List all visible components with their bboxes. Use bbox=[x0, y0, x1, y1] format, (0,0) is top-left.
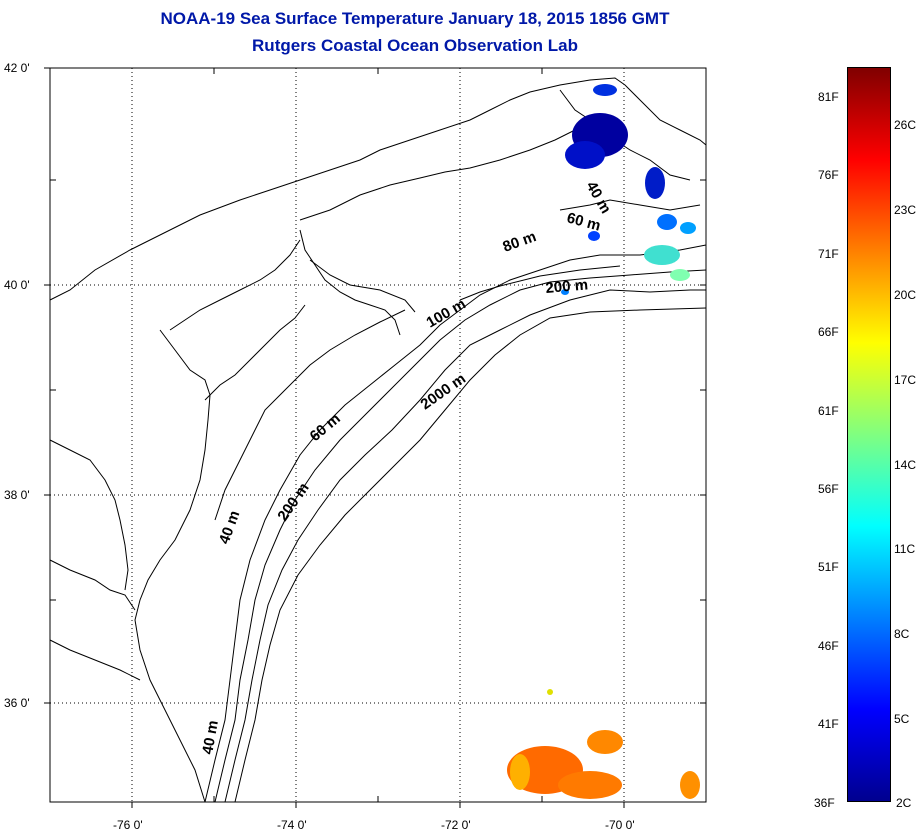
lon-label-76: -76 0' bbox=[113, 818, 143, 832]
temperature-colorbar bbox=[847, 67, 891, 802]
colorbar-label-71f: 71F bbox=[818, 247, 839, 261]
colorbar-label-8c: 8C bbox=[894, 627, 910, 641]
colorbar-label-23c: 23C bbox=[894, 203, 917, 217]
colorbar-label-20c: 20C bbox=[894, 288, 917, 302]
colorbar-label-56f: 56F bbox=[818, 482, 839, 496]
colorbar-label-36f: 36F bbox=[814, 796, 835, 810]
colorbar-label-51f: 51F bbox=[818, 560, 839, 574]
colorbar-label-26c: 26C bbox=[894, 118, 917, 132]
lat-label-42: 42 0' bbox=[4, 61, 30, 75]
colorbar-label-2c: 2C bbox=[896, 796, 912, 810]
map-frame bbox=[49, 67, 707, 803]
lat-label-38: 38 0' bbox=[4, 488, 30, 502]
lat-label-40: 40 0' bbox=[4, 278, 30, 292]
contour-label-200m-north: 200 m bbox=[545, 276, 589, 297]
bathymetry-contours bbox=[204, 199, 707, 803]
lon-label-70: -70 0' bbox=[605, 818, 635, 832]
contour-label-40m-south: 40 m bbox=[199, 719, 222, 756]
sst-cold-patches bbox=[561, 84, 696, 295]
map-title: NOAA-19 Sea Surface Temperature January … bbox=[160, 9, 670, 28]
colorbar-label-76f: 76F bbox=[818, 168, 839, 182]
sst-warm-patches bbox=[507, 689, 700, 799]
colorbar-label-61f: 61F bbox=[818, 404, 839, 418]
lon-label-74: -74 0' bbox=[277, 818, 307, 832]
colorbar-label-14c: 14C bbox=[894, 458, 917, 472]
lat-label-36: 36 0' bbox=[4, 696, 30, 710]
grid-lines bbox=[50, 68, 706, 802]
frame-ticks bbox=[44, 67, 706, 808]
colorbar-label-46f: 46F bbox=[818, 639, 839, 653]
colorbar-label-5c: 5C bbox=[894, 712, 910, 726]
colorbar-label-17c: 17C bbox=[894, 373, 917, 387]
colorbar-label-81f: 81F bbox=[818, 90, 839, 104]
colorbar-label-66f: 66F bbox=[818, 325, 839, 339]
colorbar-label-41f: 41F bbox=[818, 717, 839, 731]
map-subtitle: Rutgers Coastal Ocean Observation Lab bbox=[252, 36, 578, 55]
colorbar-label-11c: 11C bbox=[894, 542, 916, 556]
lon-label-72: -72 0' bbox=[441, 818, 471, 832]
